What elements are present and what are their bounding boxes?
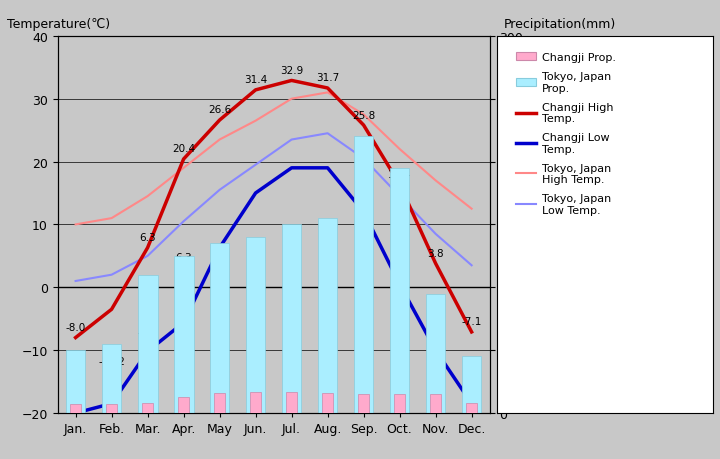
Bar bbox=[246, 237, 266, 413]
Bar bbox=[282, 225, 302, 413]
Bar bbox=[142, 403, 153, 413]
Text: Temperature(℃): Temperature(℃) bbox=[7, 18, 110, 31]
Text: -5.6: -5.6 bbox=[138, 327, 158, 337]
Text: 31.4: 31.4 bbox=[244, 75, 267, 85]
Text: 3.8: 3.8 bbox=[427, 248, 444, 258]
Text: 32.9: 32.9 bbox=[280, 66, 303, 76]
Bar bbox=[102, 344, 122, 413]
Text: 26.6: 26.6 bbox=[208, 105, 231, 115]
Text: 31.7: 31.7 bbox=[316, 73, 339, 83]
Text: -7.1: -7.1 bbox=[462, 317, 482, 327]
Text: 25.8: 25.8 bbox=[352, 110, 375, 120]
Bar bbox=[430, 394, 441, 413]
Text: 20.4: 20.4 bbox=[172, 144, 195, 154]
Bar bbox=[318, 218, 338, 413]
Bar bbox=[426, 294, 446, 413]
Text: Precipitation(mm): Precipitation(mm) bbox=[504, 18, 616, 31]
Bar bbox=[462, 357, 482, 413]
Bar bbox=[354, 137, 374, 413]
Text: 6.3: 6.3 bbox=[139, 233, 156, 242]
Bar bbox=[70, 404, 81, 413]
Legend: Changji Prop., Tokyo, Japan
Prop., Changji High
Temp., Changji Low
Temp., Tokyo,: Changji Prop., Tokyo, Japan Prop., Chang… bbox=[513, 50, 619, 218]
Bar bbox=[467, 403, 477, 413]
Bar bbox=[251, 392, 261, 413]
Bar bbox=[210, 244, 230, 413]
Text: 6.3: 6.3 bbox=[175, 252, 192, 262]
Bar bbox=[322, 393, 333, 413]
Text: -10.2: -10.2 bbox=[98, 356, 125, 366]
Bar bbox=[138, 275, 158, 413]
Bar bbox=[107, 404, 117, 413]
Bar bbox=[214, 393, 225, 413]
Text: -8.0: -8.0 bbox=[66, 322, 86, 332]
Bar bbox=[66, 350, 86, 413]
Bar bbox=[390, 168, 410, 413]
Bar bbox=[286, 392, 297, 413]
Bar bbox=[174, 256, 194, 413]
Bar bbox=[394, 394, 405, 413]
Bar bbox=[358, 394, 369, 413]
Text: 16.4: 16.4 bbox=[388, 169, 411, 179]
Bar bbox=[179, 397, 189, 413]
